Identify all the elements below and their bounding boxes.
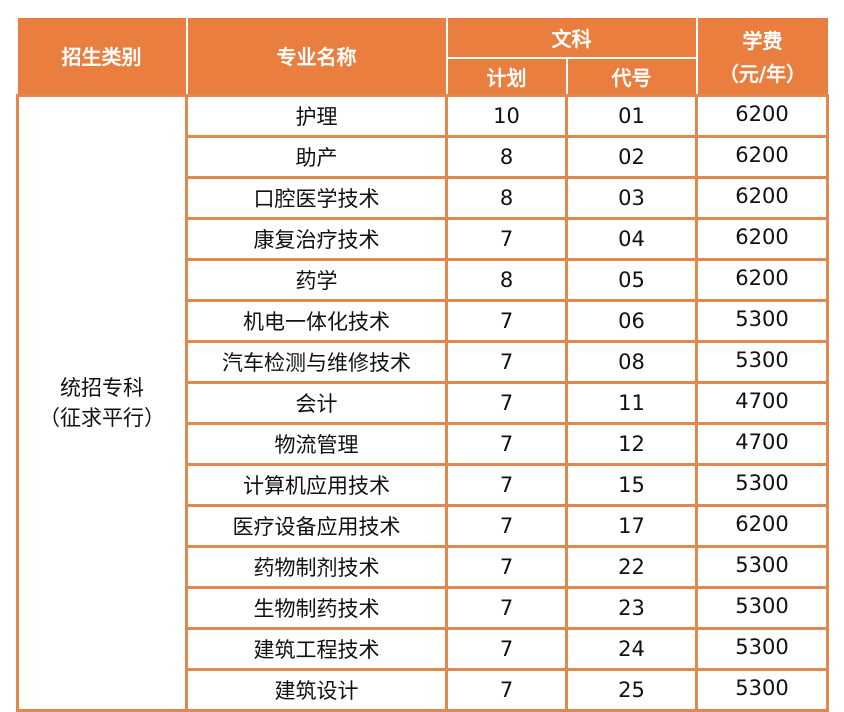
tuition-cell: 6200 — [695, 134, 829, 179]
plan-cell: 7 — [445, 216, 568, 261]
major-cell: 药学 — [185, 257, 448, 302]
table-row: 生物制药技术 7 23 5300 — [18, 585, 829, 630]
major-cell: 计算机应用技术 — [185, 462, 448, 507]
table-row: 药物制剂技术 7 22 5300 — [18, 544, 829, 589]
major-cell: 康复治疗技术 — [185, 216, 448, 261]
code-cell: 05 — [565, 257, 698, 302]
major-cell: 会计 — [185, 380, 448, 425]
code-cell: 11 — [565, 380, 698, 425]
code-cell: 03 — [565, 175, 698, 220]
table-row: 建筑工程技术 7 24 5300 — [18, 626, 829, 671]
header-tuition-line2: （元/年） — [718, 61, 807, 86]
header-plan: 计划 — [445, 57, 568, 96]
tuition-cell: 5300 — [695, 339, 829, 384]
header-code: 代号 — [565, 57, 698, 96]
tuition-cell: 6200 — [695, 503, 829, 548]
major-cell: 助产 — [185, 134, 448, 179]
tuition-cell: 5300 — [695, 298, 829, 343]
code-cell: 22 — [565, 544, 698, 589]
plan-cell: 7 — [445, 421, 568, 466]
admissions-table: 招生类别 专业名称 文科 学费 （元/年） 计划 代号 统招专科 （征求平行） 护理… — [16, 18, 829, 712]
table-header: 招生类别 专业名称 文科 学费 （元/年） 计划 代号 — [17, 18, 828, 96]
code-cell: 24 — [565, 626, 698, 671]
plan-cell: 10 — [445, 93, 568, 138]
tuition-cell: 5300 — [695, 462, 829, 507]
code-cell: 04 — [565, 216, 698, 261]
code-cell: 17 — [565, 503, 698, 548]
tuition-cell: 5300 — [695, 585, 829, 630]
major-cell: 医疗设备应用技术 — [185, 503, 448, 548]
header-tuition-line1: 学费 — [742, 28, 783, 53]
code-cell: 01 — [565, 93, 698, 138]
tuition-cell: 4700 — [695, 380, 829, 425]
code-cell: 08 — [565, 339, 698, 384]
plan-cell: 7 — [445, 503, 568, 548]
major-cell: 生物制药技术 — [185, 585, 448, 630]
category-cell: 统招专科 （征求平行） — [16, 93, 188, 712]
header-liberal-arts: 文科 — [445, 18, 698, 59]
tuition-cell: 6200 — [695, 216, 829, 261]
major-cell: 建筑设计 — [185, 667, 448, 712]
plan-cell: 7 — [445, 544, 568, 589]
major-cell: 机电一体化技术 — [185, 298, 448, 343]
plan-cell: 7 — [445, 339, 568, 384]
tuition-cell: 5300 — [695, 667, 829, 712]
header-tuition: 学费 （元/年） — [695, 18, 828, 96]
plan-cell: 7 — [445, 667, 568, 712]
plan-cell: 7 — [445, 380, 568, 425]
code-cell: 15 — [565, 462, 698, 507]
table-row: 机电一体化技术 7 06 5300 — [18, 298, 829, 343]
table-row: 助产 8 02 6200 — [18, 134, 829, 179]
table-row: 药学 8 05 6200 — [18, 257, 829, 302]
tuition-cell: 5300 — [695, 626, 829, 671]
code-cell: 25 — [565, 667, 698, 712]
code-cell: 23 — [565, 585, 698, 630]
major-cell: 护理 — [185, 93, 448, 138]
category-line1: 统招专科 — [60, 375, 144, 400]
code-cell: 02 — [565, 134, 698, 179]
table-row: 康复治疗技术 7 04 6200 — [18, 216, 829, 261]
tuition-cell: 6200 — [695, 257, 829, 302]
major-cell: 汽车检测与维修技术 — [185, 339, 448, 384]
table-row: 口腔医学技术 8 03 6200 — [18, 175, 829, 220]
plan-cell: 7 — [445, 585, 568, 630]
plan-cell: 8 — [445, 175, 568, 220]
tuition-cell: 6200 — [695, 93, 829, 138]
plan-cell: 7 — [445, 626, 568, 671]
major-cell: 物流管理 — [185, 421, 448, 466]
table-body: 统招专科 （征求平行） 护理 10 01 6200 助产 8 02 6200 口腔医学技术 8 03 62… — [16, 93, 829, 712]
table-row: 会计 7 11 4700 — [18, 380, 829, 425]
table-row: 汽车检测与维修技术 7 08 5300 — [18, 339, 829, 384]
plan-cell: 8 — [445, 257, 568, 302]
header-category: 招生类别 — [17, 18, 188, 96]
tuition-cell: 6200 — [695, 175, 829, 220]
table-row: 统招专科 （征求平行） 护理 10 01 6200 — [16, 93, 829, 712]
plan-cell: 7 — [445, 298, 568, 343]
header-major: 专业名称 — [185, 18, 448, 96]
table-row: 建筑设计 7 25 5300 — [18, 667, 829, 712]
table-row: 物流管理 7 12 4700 — [18, 421, 829, 466]
major-cell: 口腔医学技术 — [185, 175, 448, 220]
code-cell: 06 — [565, 298, 698, 343]
major-cell: 建筑工程技术 — [185, 626, 448, 671]
table-row: 计算机应用技术 7 15 5300 — [18, 462, 829, 507]
plan-cell: 7 — [445, 462, 568, 507]
plan-cell: 8 — [445, 134, 568, 179]
category-line2: （征求平行） — [39, 405, 165, 430]
tuition-cell: 5300 — [695, 544, 829, 589]
table-row: 医疗设备应用技术 7 17 6200 — [18, 503, 829, 548]
code-cell: 12 — [565, 421, 698, 466]
tuition-cell: 4700 — [695, 421, 829, 466]
major-cell: 药物制剂技术 — [185, 544, 448, 589]
